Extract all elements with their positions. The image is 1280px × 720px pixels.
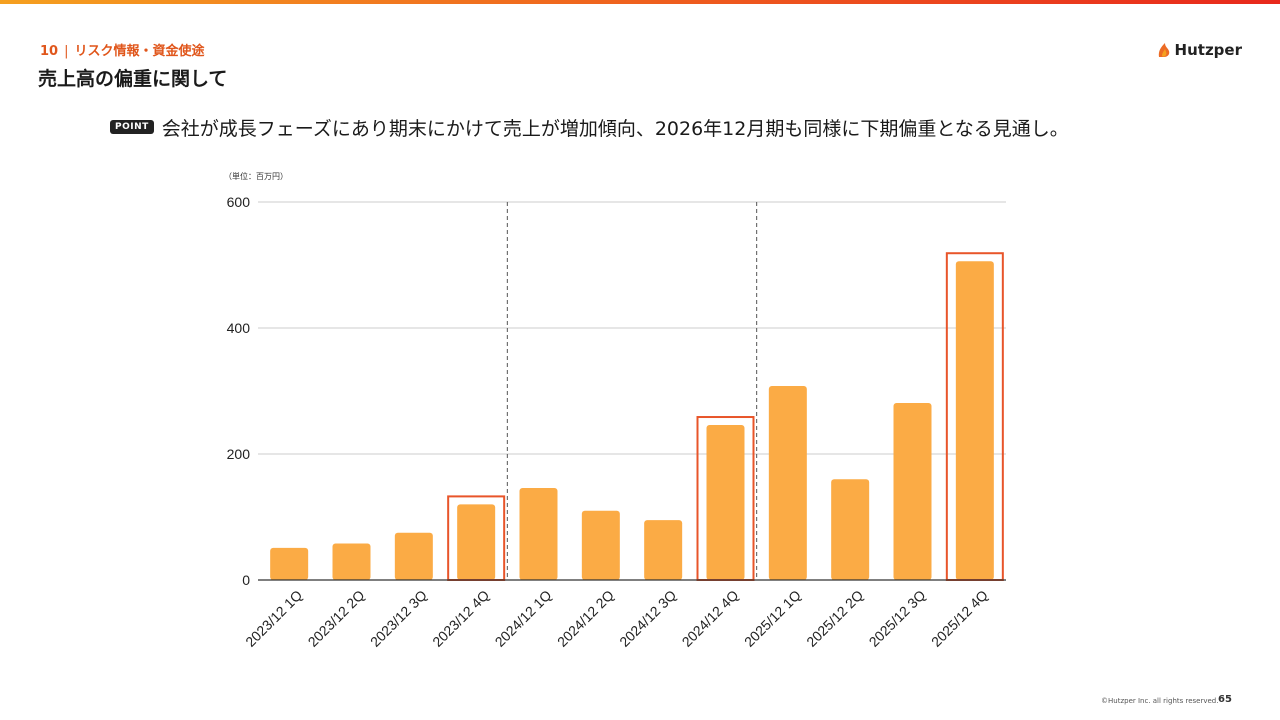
company-logo: Hutzper: [1157, 40, 1242, 60]
bar: [519, 488, 558, 580]
x-tick-label: 2025/12 2Q: [803, 587, 866, 650]
bar: [270, 547, 309, 580]
x-tick-label: 2025/12 1Q: [741, 587, 804, 650]
point-badge: POINT: [110, 120, 154, 134]
y-tick-label: 600: [227, 194, 251, 210]
x-tick-label: 2025/12 3Q: [866, 587, 929, 650]
bar: [706, 425, 745, 580]
x-tick-label: 2024/12 1Q: [492, 587, 555, 650]
bar: [394, 532, 433, 580]
bar: [644, 520, 683, 580]
bar: [768, 385, 807, 580]
section-title: リスク情報・資金使途: [74, 44, 205, 59]
page-title: 売上高の偏重に関して: [38, 68, 228, 90]
bar: [893, 402, 932, 580]
x-tick-label: 2023/12 1Q: [242, 587, 305, 650]
x-tick-label: 2024/12 2Q: [554, 587, 617, 650]
point-callout: POINT 会社が成長フェーズにあり期末にかけて売上が増加傾向、2026年12月…: [110, 113, 1069, 141]
bar: [457, 504, 496, 580]
bar: [581, 510, 620, 580]
section-separator: |: [64, 44, 69, 59]
bar: [955, 261, 994, 580]
x-tick-label: 2023/12 4Q: [429, 587, 492, 650]
y-tick-label: 200: [227, 446, 251, 462]
logo-text: Hutzper: [1174, 41, 1242, 59]
y-tick-label: 400: [227, 320, 251, 336]
unit-label: （単位：百万円）: [224, 171, 288, 181]
page-number: 65: [1218, 694, 1232, 705]
bar: [332, 543, 371, 580]
x-tick-label: 2025/12 4Q: [928, 587, 991, 650]
x-tick-label: 2023/12 3Q: [367, 587, 430, 650]
section-number: 10: [40, 44, 59, 59]
bar: [831, 479, 870, 580]
x-tick-label: 2024/12 4Q: [679, 587, 742, 650]
section-label: 10 | リスク情報・資金使途: [40, 40, 205, 59]
x-tick-label: 2023/12 2Q: [305, 587, 368, 650]
y-tick-label: 0: [242, 572, 250, 588]
point-text: 会社が成長フェーズにあり期末にかけて売上が増加傾向、2026年12月期も同様に下…: [161, 117, 1069, 140]
x-tick-label: 2024/12 3Q: [616, 587, 679, 650]
footer-copyright: ©Hutzper Inc. all rights reserved.: [1101, 697, 1219, 705]
top-accent-bar: [0, 0, 1280, 4]
logo-mark-icon: [1158, 43, 1169, 57]
